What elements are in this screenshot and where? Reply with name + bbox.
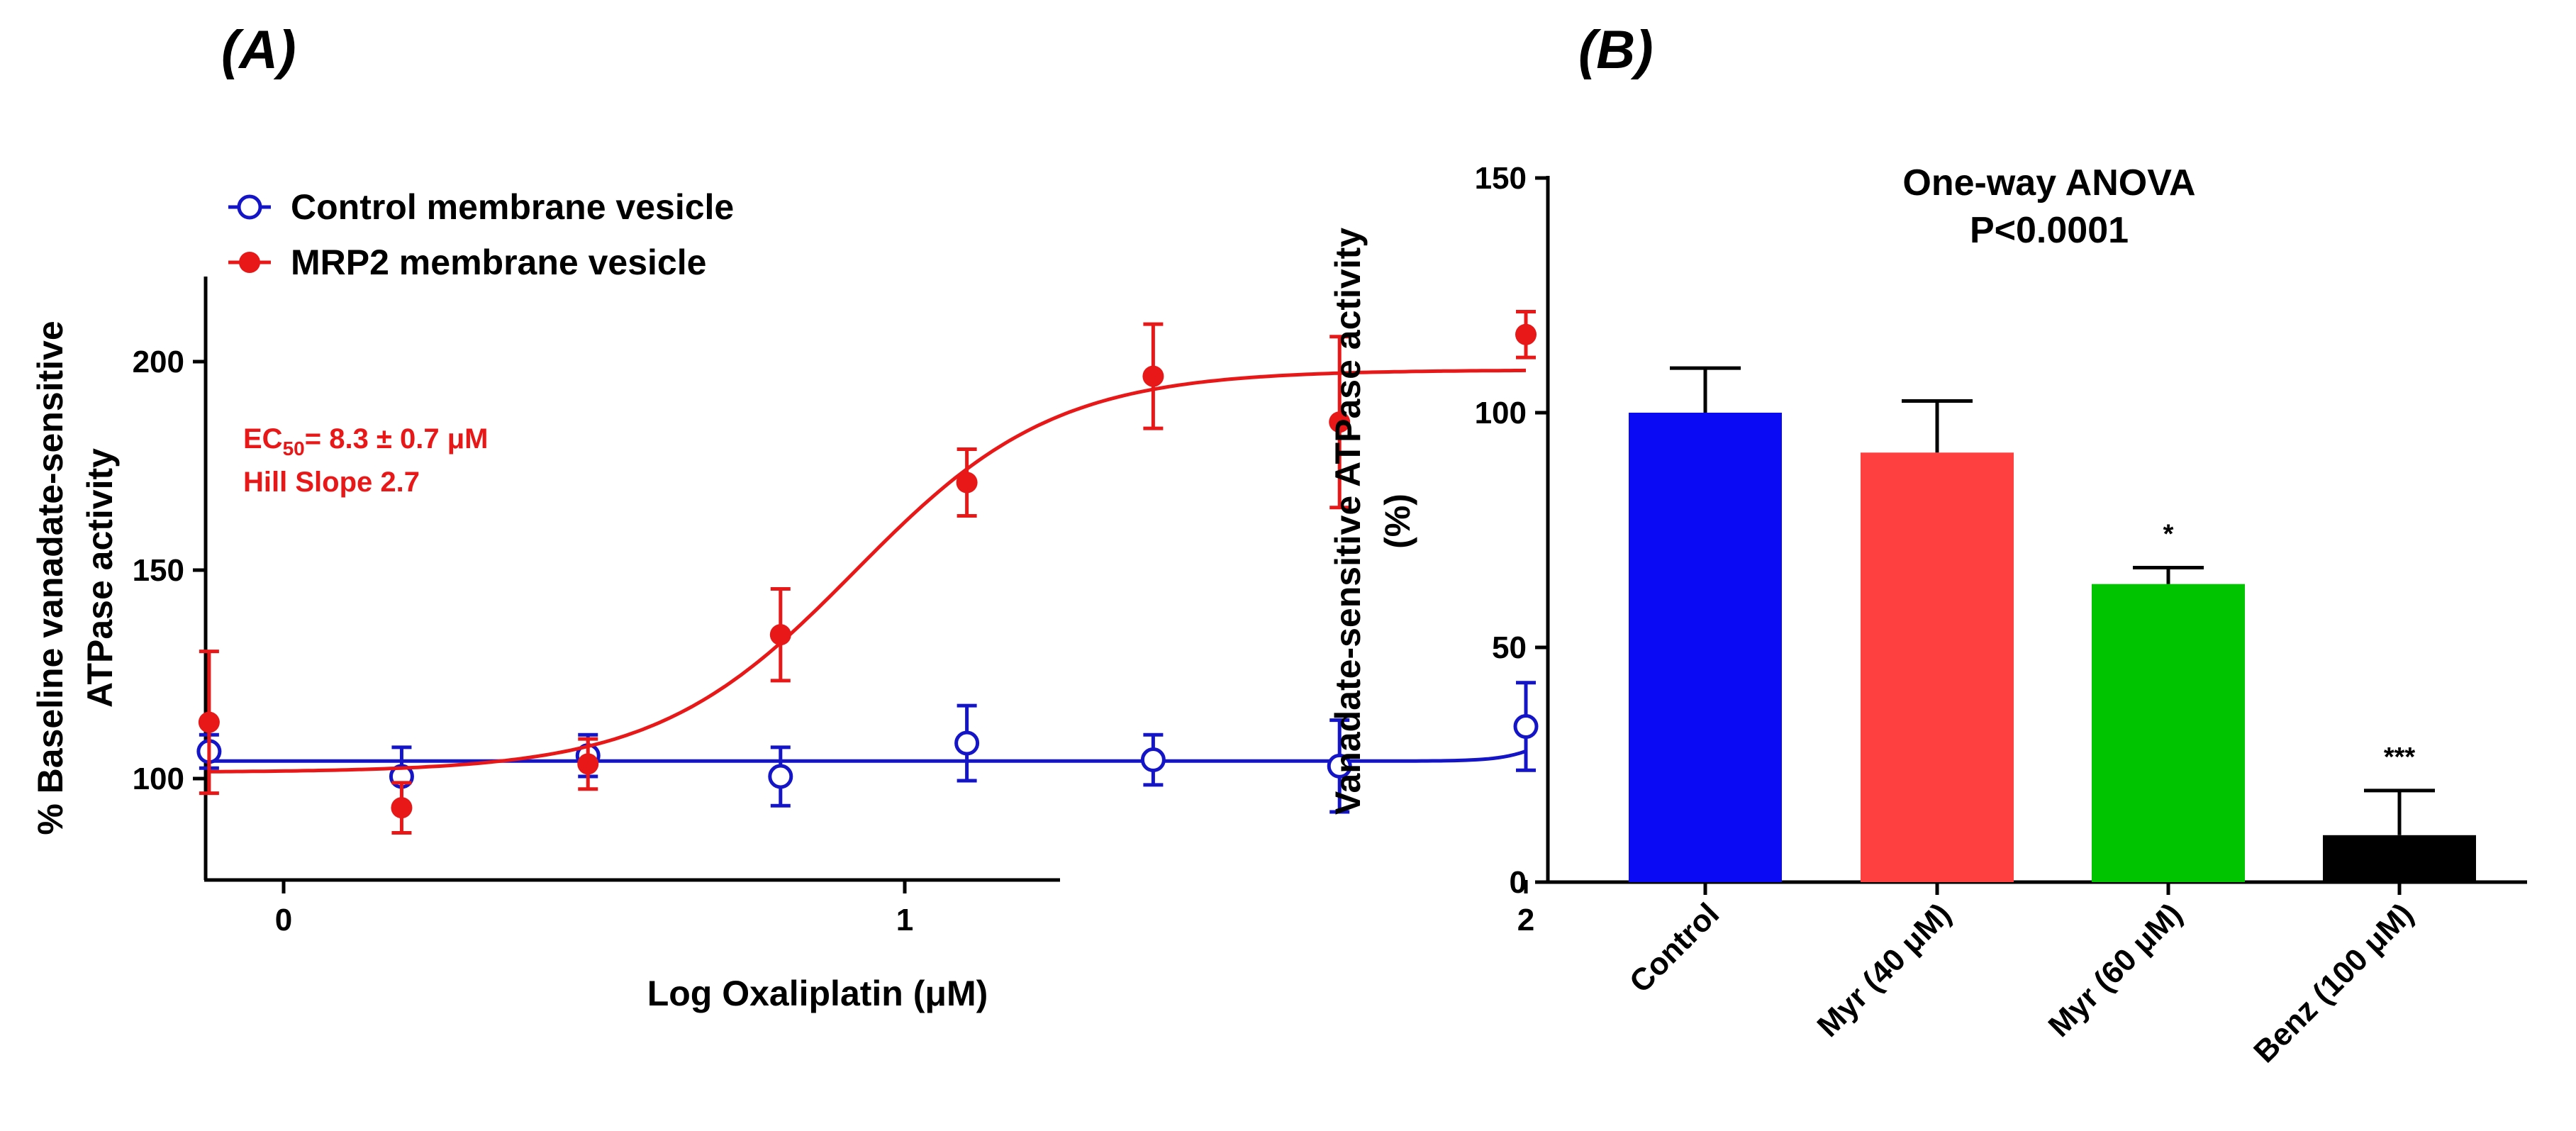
- a-x-axis-title: Log Oxaliplatin (μM): [647, 974, 988, 1013]
- ec50-subscript: 50: [283, 438, 305, 459]
- bar: [1629, 413, 1782, 882]
- a-y-axis-title-line1: % Baseline vanadate-sensitive: [30, 321, 70, 835]
- b-x-tick-label: Myr (60 μM): [2042, 896, 2190, 1044]
- b-y-tick-label: 150: [1475, 161, 1527, 196]
- bar: [2092, 584, 2245, 882]
- a-x-tick-label: 0: [275, 903, 292, 937]
- legend-mrp2-label: MRP2 membrane vesicle: [291, 243, 706, 282]
- b-y-tick-label: 0: [1510, 865, 1527, 900]
- data-point: [769, 624, 791, 646]
- b-x-ticks: Control Myr (40 μM) Myr (60 μM) Benz (100 μ…: [1623, 882, 2420, 1069]
- anova-title: One-way ANOVA: [1902, 162, 2195, 204]
- panel-b-label: (B): [1578, 20, 1654, 80]
- fit-curve: [208, 368, 1527, 774]
- significance-marker: *: [2163, 519, 2174, 549]
- data-point: [954, 730, 980, 756]
- b-x-tick-label: Myr (40 μM): [1811, 896, 1958, 1044]
- data-point: [1327, 753, 1352, 779]
- legend-control-marker: [237, 194, 262, 220]
- a-y-axis-title-line2: ATPase activity: [80, 448, 120, 708]
- data-point: [1140, 747, 1166, 773]
- hill-slope-annotation: Hill Slope 2.7: [243, 467, 420, 498]
- data-point: [1142, 365, 1164, 387]
- mrp2-series: [198, 309, 1537, 835]
- a-y-ticks: 100 150 200: [133, 345, 206, 796]
- b-bars: ****: [1629, 366, 2476, 882]
- ec50-label: EC: [243, 423, 283, 455]
- data-point: [198, 711, 220, 733]
- bar: [1861, 452, 2014, 882]
- significance-marker: ***: [2384, 742, 2416, 772]
- data-point: [956, 472, 978, 494]
- bar: [2323, 835, 2476, 882]
- b-y-tick-label: 50: [1492, 630, 1527, 665]
- ec50-value: = 8.3 ± 0.7 μM: [305, 423, 489, 455]
- anova-p-value: P<0.0001: [1970, 210, 2129, 251]
- data-point: [577, 753, 599, 775]
- b-y-axis-title-line1: Vanadate-sensitive ATPase activity: [1328, 228, 1368, 815]
- b-x-tick-label: Benz (100 μM): [2247, 896, 2420, 1069]
- b-y-axis-title-line2: (%): [1378, 494, 1417, 549]
- a-y-tick-label: 200: [133, 345, 184, 379]
- ec50-annotation: EC50= 8.3 ± 0.7 μM: [243, 423, 489, 459]
- a-x-tick-label: 1: [896, 903, 913, 937]
- b-x-tick-label: Control: [1623, 896, 1726, 999]
- b-y-ticks: 0 50 100 150: [1475, 161, 1548, 900]
- panel-a-label: (A): [221, 20, 296, 80]
- legend-mrp2-marker: [239, 252, 260, 273]
- a-x-tick-label: 2: [1517, 903, 1534, 937]
- a-x-ticks: 0 1 2: [275, 880, 1534, 937]
- data-point: [1515, 323, 1537, 345]
- legend-control-label: Control membrane vesicle: [291, 187, 734, 227]
- fit-curve: [208, 750, 1527, 763]
- dose-response-chart: Control membrane vesicle MRP2 membrane v…: [30, 187, 1539, 1013]
- data-point: [1329, 411, 1351, 433]
- legend: Control membrane vesicle MRP2 membrane v…: [228, 187, 734, 282]
- a-y-tick-label: 150: [133, 553, 184, 588]
- a-y-tick-label: 100: [133, 762, 184, 796]
- b-y-tick-label: 100: [1475, 396, 1527, 430]
- a-series: [196, 309, 1539, 835]
- data-point: [1513, 714, 1539, 739]
- data-point: [768, 764, 793, 789]
- data-point: [391, 797, 413, 819]
